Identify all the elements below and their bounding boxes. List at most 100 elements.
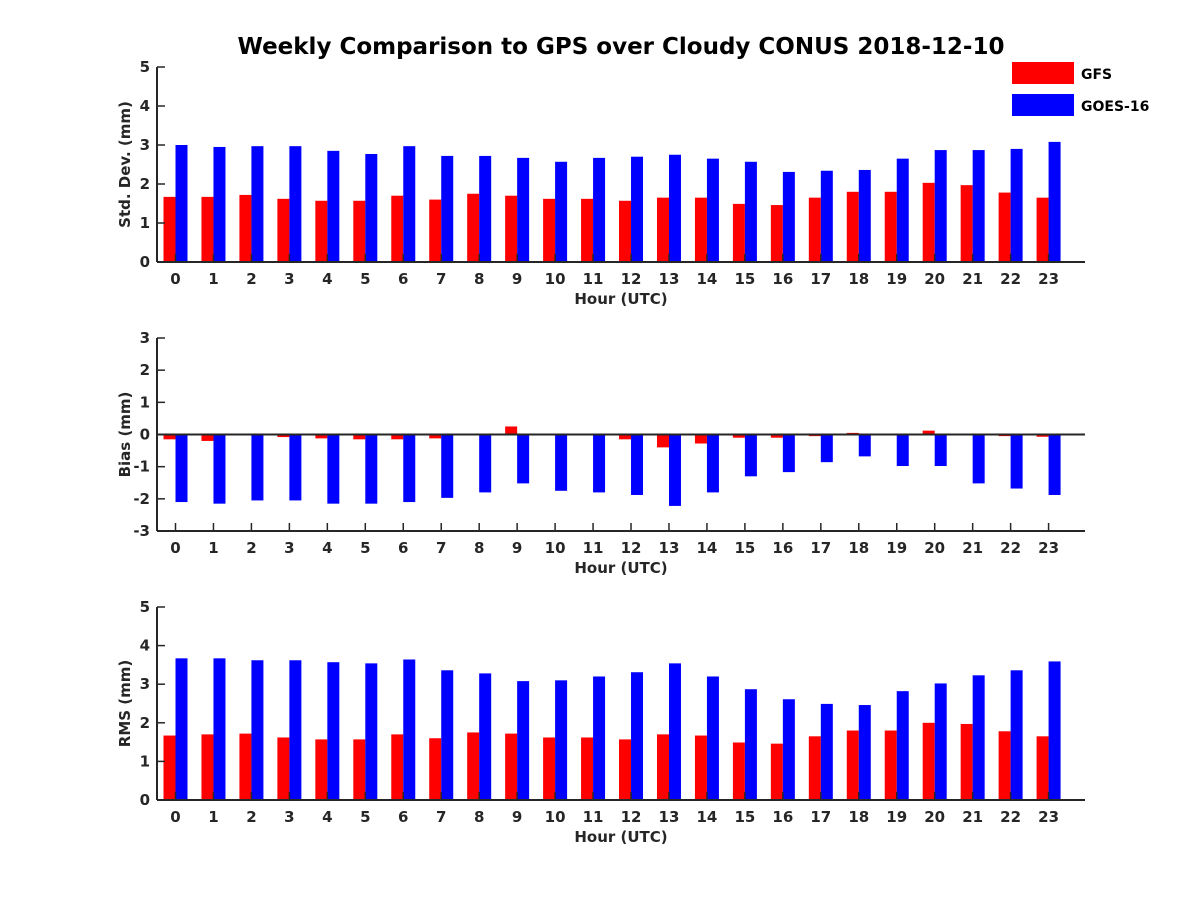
bar-gfs-17 <box>808 736 821 800</box>
bar-goes16-21 <box>972 675 985 800</box>
bar-goes16-2 <box>251 660 264 800</box>
bar-gfs-0 <box>163 196 176 262</box>
y-tick-label: 0 <box>140 791 150 809</box>
bar-goes16-7 <box>441 670 454 800</box>
bar-goes16-14 <box>706 434 719 493</box>
x-tick-label: 10 <box>545 808 566 826</box>
bar-goes16-18 <box>858 434 871 457</box>
x-tick-label: 4 <box>322 808 332 826</box>
y-tick-label: 0 <box>140 253 150 271</box>
bar-gfs-4 <box>315 434 328 439</box>
x-tick-label: 22 <box>1000 539 1021 557</box>
x-axis-label: Hour (UTC) <box>574 828 667 846</box>
bar-gfs-20 <box>922 430 935 435</box>
bar-gfs-9 <box>505 195 518 262</box>
bar-goes16-12 <box>631 434 644 495</box>
bar-gfs-8 <box>467 193 480 262</box>
x-tick-label: 19 <box>886 539 907 557</box>
chart-title: Weekly Comparison to GPS over Cloudy CON… <box>238 34 1005 60</box>
bar-goes16-8 <box>479 673 492 800</box>
bar-gfs-0 <box>163 735 176 800</box>
bar-goes16-15 <box>744 161 757 262</box>
x-tick-label: 0 <box>170 808 180 826</box>
x-tick-label: 10 <box>545 539 566 557</box>
bar-goes16-16 <box>782 171 795 262</box>
bar-gfs-18 <box>846 191 859 262</box>
bar-gfs-9 <box>505 733 518 800</box>
x-tick-label: 19 <box>886 270 907 288</box>
bar-goes16-3 <box>289 146 302 262</box>
bar-gfs-19 <box>884 730 897 800</box>
x-tick-label: 21 <box>962 808 983 826</box>
bar-goes16-15 <box>744 434 757 477</box>
bar-gfs-9 <box>505 426 518 435</box>
bar-gfs-23 <box>1036 434 1049 437</box>
bar-gfs-20 <box>922 182 935 262</box>
x-tick-label: 6 <box>398 539 408 557</box>
x-tick-label: 21 <box>962 270 983 288</box>
bar-gfs-1 <box>201 434 214 441</box>
x-tick-label: 14 <box>697 808 718 826</box>
bar-gfs-8 <box>467 732 480 800</box>
bar-goes16-18 <box>858 169 871 262</box>
x-tick-label: 9 <box>512 808 522 826</box>
bar-gfs-2 <box>239 194 252 262</box>
x-tick-label: 2 <box>246 808 256 826</box>
x-tick-label: 16 <box>772 808 793 826</box>
x-tick-label: 14 <box>697 270 718 288</box>
bar-gfs-10 <box>543 737 556 800</box>
bar-goes16-6 <box>403 659 416 800</box>
y-axis-label: Std. Dev. (mm) <box>116 101 134 228</box>
x-axis-label: Hour (UTC) <box>574 290 667 308</box>
x-tick-label: 3 <box>284 539 294 557</box>
y-tick-label: -3 <box>133 522 150 540</box>
bar-goes16-6 <box>403 434 416 503</box>
y-axis-label: RMS (mm) <box>116 660 134 747</box>
bar-goes16-19 <box>896 434 909 467</box>
x-tick-label: 1 <box>208 808 218 826</box>
x-tick-label: 23 <box>1038 539 1059 557</box>
bar-goes16-12 <box>631 672 644 800</box>
x-tick-label: 18 <box>848 270 869 288</box>
bar-gfs-22 <box>998 731 1011 800</box>
bar-gfs-16 <box>770 434 783 438</box>
y-tick-label: 3 <box>140 136 150 154</box>
bar-goes16-8 <box>479 434 492 493</box>
bar-goes16-23 <box>1048 434 1061 495</box>
bar-goes16-0 <box>175 434 188 503</box>
bar-goes16-2 <box>251 146 264 262</box>
bar-gfs-3 <box>277 198 290 262</box>
bar-gfs-23 <box>1036 197 1049 262</box>
bar-goes16-17 <box>820 170 833 262</box>
x-tick-label: 9 <box>512 270 522 288</box>
bar-goes16-5 <box>365 153 378 262</box>
y-tick-label: 2 <box>140 714 150 732</box>
bar-goes16-23 <box>1048 141 1061 262</box>
bar-gfs-5 <box>353 200 366 262</box>
bar-gfs-6 <box>391 434 404 440</box>
bar-gfs-3 <box>277 434 290 438</box>
x-tick-label: 20 <box>924 808 945 826</box>
x-tick-label: 13 <box>659 539 680 557</box>
y-tick-label: 2 <box>140 175 150 193</box>
x-tick-label: 17 <box>810 270 831 288</box>
x-tick-label: 12 <box>621 270 642 288</box>
x-tick-label: 18 <box>848 808 869 826</box>
bar-goes16-21 <box>972 434 985 484</box>
bar-goes16-13 <box>668 663 681 800</box>
x-tick-label: 9 <box>512 539 522 557</box>
x-tick-label: 19 <box>886 808 907 826</box>
x-tick-label: 4 <box>322 270 332 288</box>
y-tick-label: 3 <box>140 329 150 347</box>
x-tick-label: 15 <box>734 539 755 557</box>
y-tick-label: -2 <box>133 490 150 508</box>
bar-gfs-14 <box>694 735 707 800</box>
x-tick-label: 13 <box>659 270 680 288</box>
bar-gfs-6 <box>391 734 404 800</box>
legend-label-gfs: GFS <box>1081 67 1112 83</box>
bar-goes16-2 <box>251 434 264 501</box>
bar-gfs-16 <box>770 743 783 800</box>
x-tick-label: 1 <box>208 539 218 557</box>
bar-gfs-23 <box>1036 736 1049 800</box>
